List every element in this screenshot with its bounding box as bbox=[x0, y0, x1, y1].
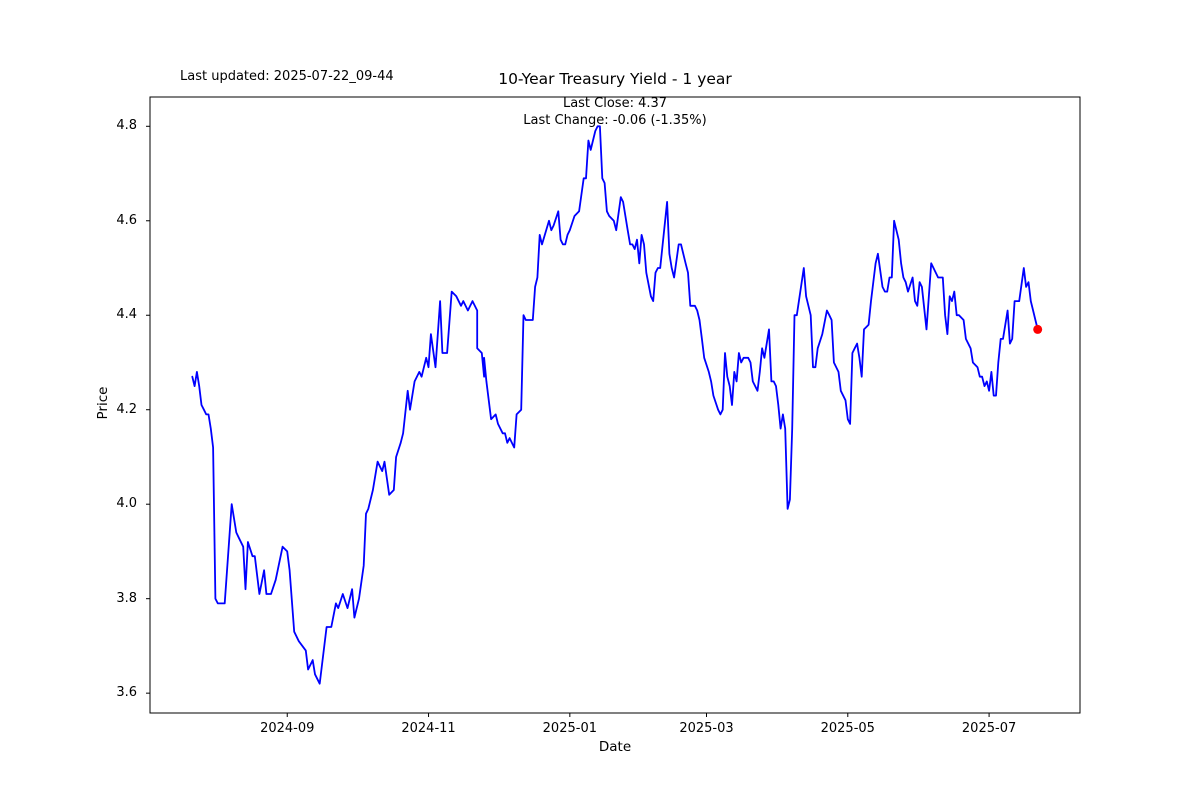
last-close-marker bbox=[1033, 324, 1043, 334]
y-tick-label: 4.2 bbox=[116, 401, 137, 417]
x-tick-label: 2024-09 bbox=[260, 721, 315, 736]
last-change-text: Last Change: -0.06 (-1.35%) bbox=[523, 112, 707, 128]
x-tick-label: 2025-07 bbox=[961, 721, 1017, 736]
chart-subtitle: Last Close: 4.37 Last Change: -0.06 (-1.… bbox=[150, 96, 1080, 129]
price-line bbox=[191, 125, 1039, 685]
y-axis-label: Price bbox=[95, 386, 111, 420]
y-tick-label: 3.6 bbox=[116, 685, 137, 701]
chart-title: 10-Year Treasury Yield - 1 year bbox=[498, 70, 732, 88]
axes-frame bbox=[149, 96, 1081, 714]
y-tick-label: 4.0 bbox=[116, 496, 137, 512]
y-tick-label: 4.8 bbox=[116, 118, 137, 134]
x-axis-label: Date bbox=[598, 739, 632, 755]
x-tick-label: 2024-11 bbox=[401, 721, 456, 736]
x-tick-label: 2025-03 bbox=[679, 721, 734, 736]
x-tick-label: 2025-05 bbox=[820, 721, 875, 736]
y-tick-label: 3.8 bbox=[116, 590, 137, 606]
y-tick-label: 4.6 bbox=[116, 212, 137, 228]
x-tick-label: 2025-01 bbox=[542, 721, 597, 736]
last-close-text: Last Close: 4.37 bbox=[562, 96, 668, 111]
y-tick-label: 4.4 bbox=[116, 307, 137, 323]
last-updated-text: Last updated: 2025-07-22_09-44 bbox=[180, 69, 394, 84]
